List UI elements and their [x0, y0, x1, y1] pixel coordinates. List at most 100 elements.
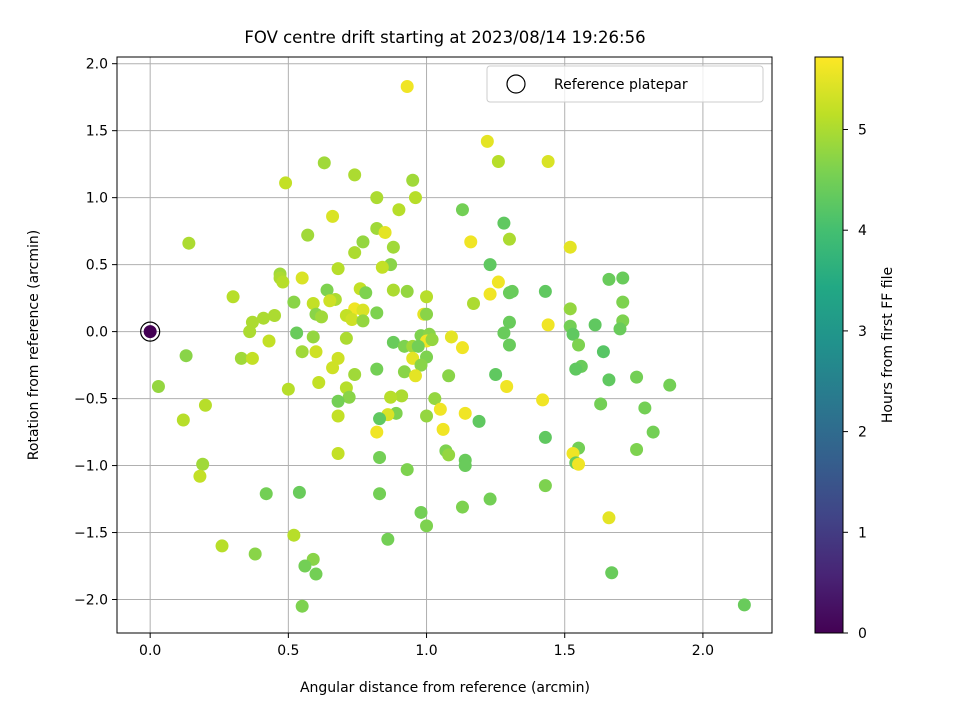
data-point	[497, 326, 511, 340]
data-point	[646, 425, 660, 439]
data-point	[309, 345, 323, 359]
legend: Reference platepar	[486, 65, 764, 103]
y-tick-label: 0.0	[86, 325, 108, 341]
data-point	[196, 457, 210, 471]
data-point	[497, 216, 511, 230]
data-point	[370, 191, 384, 205]
data-point	[425, 333, 439, 347]
colorbar-tick-label: 5	[858, 123, 867, 139]
y-tick-label: 2.0	[86, 57, 108, 73]
grid-lines	[117, 57, 772, 633]
data-point	[193, 469, 207, 483]
data-point	[331, 447, 345, 461]
data-point	[500, 380, 514, 394]
data-point	[566, 327, 580, 341]
data-point	[326, 361, 340, 375]
data-point	[444, 330, 458, 344]
data-point	[331, 262, 345, 276]
data-point	[151, 380, 165, 394]
data-point	[386, 335, 400, 349]
y-axis-ticks: −2.0 −1.5 −1.0 −0.5 0.0 0.5 1.0 1.5 2.0	[74, 57, 117, 609]
data-point	[339, 331, 353, 345]
data-point	[602, 373, 616, 387]
data-point	[287, 528, 301, 542]
data-point	[483, 492, 497, 506]
data-point	[256, 311, 270, 325]
data-point	[243, 325, 257, 339]
colorbar-tick-label: 1	[858, 525, 867, 541]
colorbar-gradient	[814, 56, 844, 634]
data-point	[395, 389, 409, 403]
data-point	[472, 414, 486, 428]
data-point	[301, 228, 315, 242]
data-point	[348, 168, 362, 182]
y-axis-label: Rotation from reference (arcmin)	[26, 230, 42, 460]
data-point	[616, 271, 630, 285]
data-point	[536, 393, 550, 407]
data-point	[572, 338, 586, 352]
data-point	[489, 367, 503, 381]
data-point	[182, 236, 196, 250]
data-point	[373, 487, 387, 501]
legend-marker	[506, 74, 526, 94]
y-tick-label: 0.5	[86, 258, 108, 274]
data-point	[630, 370, 644, 384]
data-point	[563, 240, 577, 254]
data-point	[259, 487, 273, 501]
data-point	[198, 398, 212, 412]
data-point	[420, 409, 434, 423]
reference-point	[140, 321, 161, 342]
data-point	[458, 406, 472, 420]
x-tick-label: 0.0	[139, 643, 161, 659]
data-point	[502, 315, 516, 329]
data-point	[480, 134, 494, 148]
data-point	[287, 295, 301, 309]
data-point	[292, 485, 306, 499]
data-point	[630, 442, 644, 456]
legend-box	[486, 65, 764, 103]
colorbar-ticks: 0 1 2 3 4 5	[843, 123, 867, 642]
data-point	[323, 294, 337, 308]
data-point	[455, 341, 469, 355]
colorbar-tick-label: 0	[858, 626, 867, 642]
data-point	[420, 519, 434, 533]
data-point	[455, 203, 469, 217]
data-point	[502, 286, 516, 300]
data-point	[663, 378, 677, 392]
data-point	[245, 351, 259, 365]
data-point	[538, 284, 552, 298]
data-point	[491, 275, 505, 289]
data-point	[541, 154, 555, 168]
data-point	[373, 412, 387, 426]
data-point	[605, 566, 619, 580]
data-point	[359, 286, 373, 300]
data-point	[408, 369, 422, 383]
data-point	[467, 296, 481, 310]
data-point	[281, 382, 295, 396]
data-point	[317, 156, 331, 170]
data-point	[370, 362, 384, 376]
data-point	[331, 409, 345, 423]
legend-label: Reference platepar	[554, 77, 688, 93]
y-tick-label: 1.0	[86, 191, 108, 207]
data-point	[428, 392, 442, 406]
x-tick-label: 2.0	[692, 643, 714, 659]
data-point	[179, 349, 193, 363]
y-tick-label: −0.5	[74, 392, 108, 408]
data-point	[502, 338, 516, 352]
data-point	[442, 369, 456, 383]
data-point	[384, 390, 398, 404]
data-point	[176, 413, 190, 427]
data-point	[315, 310, 329, 324]
data-point	[541, 318, 555, 332]
data-point	[483, 258, 497, 272]
data-point	[248, 547, 262, 561]
data-point	[370, 306, 384, 320]
data-point	[381, 532, 395, 546]
data-point	[414, 358, 428, 372]
data-point	[234, 351, 248, 365]
data-point	[602, 272, 616, 286]
y-tick-label: −1.5	[74, 526, 108, 542]
reference-data-point	[143, 325, 157, 339]
